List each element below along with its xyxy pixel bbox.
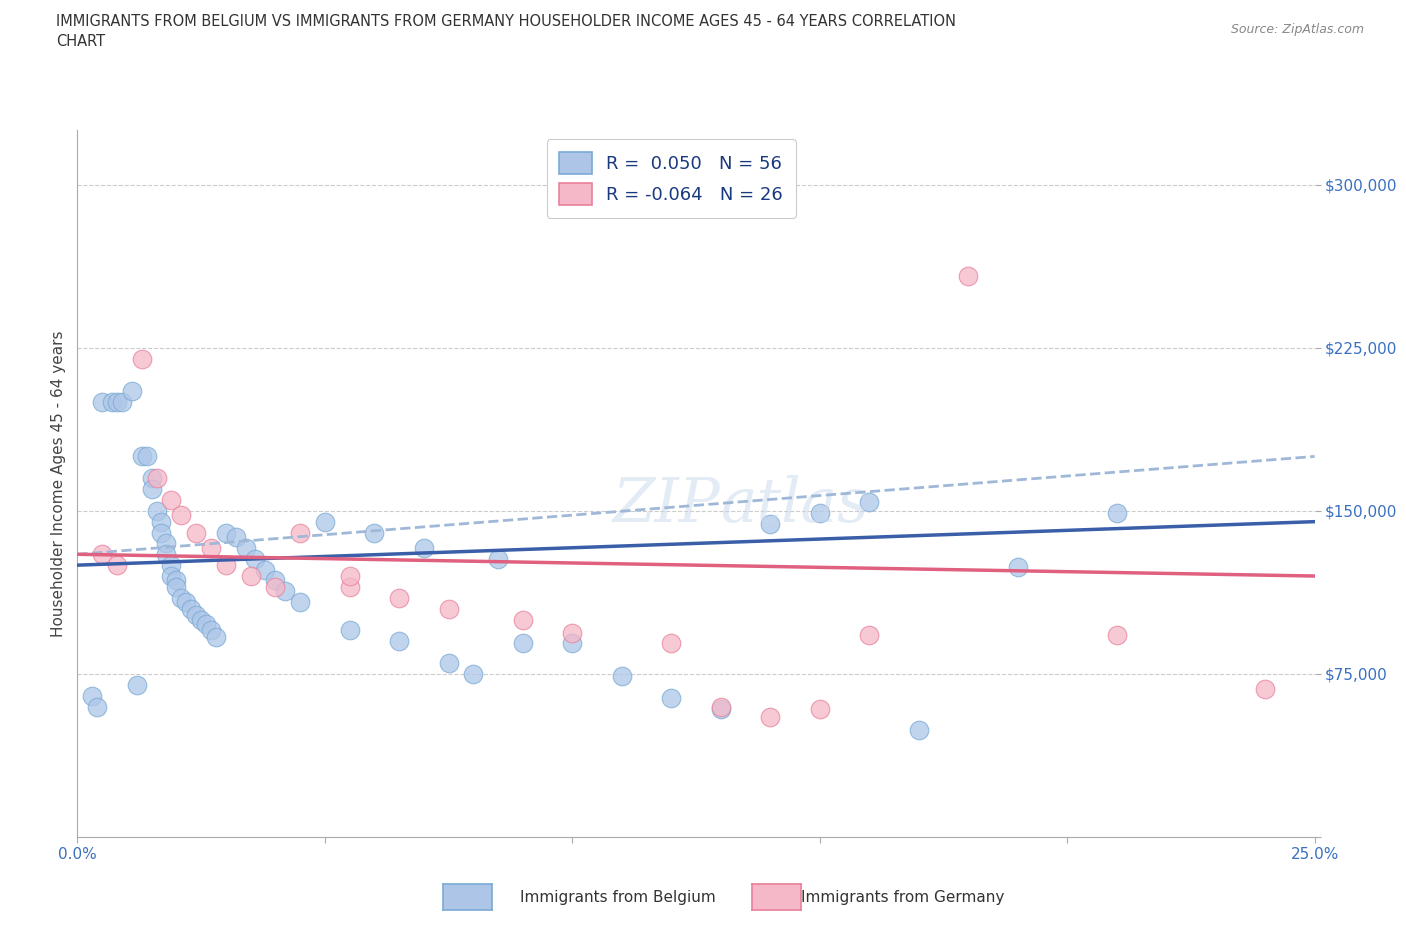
Point — [759, 710, 782, 724]
Point — [264, 573, 287, 588]
Point — [339, 568, 361, 583]
Point — [239, 568, 262, 583]
Text: Source: ZipAtlas.com: Source: ZipAtlas.com — [1230, 23, 1364, 36]
Point — [512, 612, 534, 627]
Point — [412, 540, 434, 555]
Point — [759, 516, 782, 531]
Point — [808, 506, 831, 521]
Point — [145, 471, 167, 485]
Point — [91, 547, 114, 562]
Text: atlas: atlas — [721, 475, 869, 535]
Point — [170, 591, 193, 605]
Point — [710, 701, 733, 716]
Point — [111, 394, 134, 409]
Point — [135, 449, 157, 464]
Point — [363, 525, 385, 540]
Point — [339, 579, 361, 594]
Point — [150, 525, 173, 540]
Point — [184, 525, 207, 540]
Point — [808, 701, 831, 716]
Text: CHART: CHART — [56, 34, 105, 49]
Point — [121, 384, 143, 399]
Point — [141, 482, 163, 497]
Point — [165, 573, 187, 588]
Point — [858, 495, 880, 510]
Legend: R =  0.050   N = 56, R = -0.064   N = 26: R = 0.050 N = 56, R = -0.064 N = 26 — [547, 140, 796, 218]
Point — [463, 667, 485, 682]
Text: Immigrants from Belgium: Immigrants from Belgium — [520, 890, 716, 905]
Point — [131, 449, 153, 464]
Text: ZIP: ZIP — [613, 475, 721, 535]
Point — [274, 584, 297, 599]
Point — [339, 623, 361, 638]
Point — [145, 503, 167, 518]
Point — [288, 594, 311, 609]
Point — [957, 269, 980, 284]
Point — [858, 628, 880, 643]
Point — [184, 607, 207, 622]
Point — [245, 551, 267, 566]
Point — [1007, 560, 1029, 575]
Point — [388, 591, 411, 605]
Point — [254, 562, 277, 577]
Point — [165, 579, 187, 594]
Point — [105, 394, 128, 409]
Point — [388, 634, 411, 649]
Point — [180, 601, 202, 616]
Point — [215, 525, 238, 540]
Point — [190, 612, 212, 627]
Point — [170, 508, 193, 523]
Point — [101, 394, 124, 409]
Point — [160, 493, 183, 508]
Point — [195, 617, 218, 631]
Y-axis label: Householder Income Ages 45 - 64 years: Householder Income Ages 45 - 64 years — [51, 330, 66, 637]
Point — [86, 699, 108, 714]
Point — [264, 579, 287, 594]
Point — [1105, 628, 1128, 643]
Point — [710, 699, 733, 714]
Point — [659, 636, 682, 651]
Point — [1105, 506, 1128, 521]
Point — [561, 625, 583, 640]
Point — [314, 514, 336, 529]
Point — [82, 688, 104, 703]
Point — [125, 677, 148, 692]
Point — [215, 558, 238, 573]
Point — [512, 636, 534, 651]
Point — [907, 723, 929, 737]
Point — [131, 352, 153, 366]
Point — [659, 690, 682, 705]
Point — [225, 529, 247, 544]
Point — [200, 540, 222, 555]
Point — [174, 594, 197, 609]
Point — [235, 540, 257, 555]
Text: Immigrants from Germany: Immigrants from Germany — [801, 890, 1005, 905]
Text: IMMIGRANTS FROM BELGIUM VS IMMIGRANTS FROM GERMANY HOUSEHOLDER INCOME AGES 45 - : IMMIGRANTS FROM BELGIUM VS IMMIGRANTS FR… — [56, 14, 956, 29]
Point — [437, 601, 460, 616]
Point — [288, 525, 311, 540]
Point — [105, 558, 128, 573]
Point — [437, 656, 460, 671]
Point — [155, 547, 177, 562]
Point — [1254, 682, 1277, 697]
Point — [486, 551, 509, 566]
Point — [160, 568, 183, 583]
Point — [610, 669, 633, 684]
Point — [200, 623, 222, 638]
Point — [150, 514, 173, 529]
Point — [141, 471, 163, 485]
Point — [91, 394, 114, 409]
Point — [205, 630, 228, 644]
Point — [561, 636, 583, 651]
Point — [155, 536, 177, 551]
Point — [160, 558, 183, 573]
